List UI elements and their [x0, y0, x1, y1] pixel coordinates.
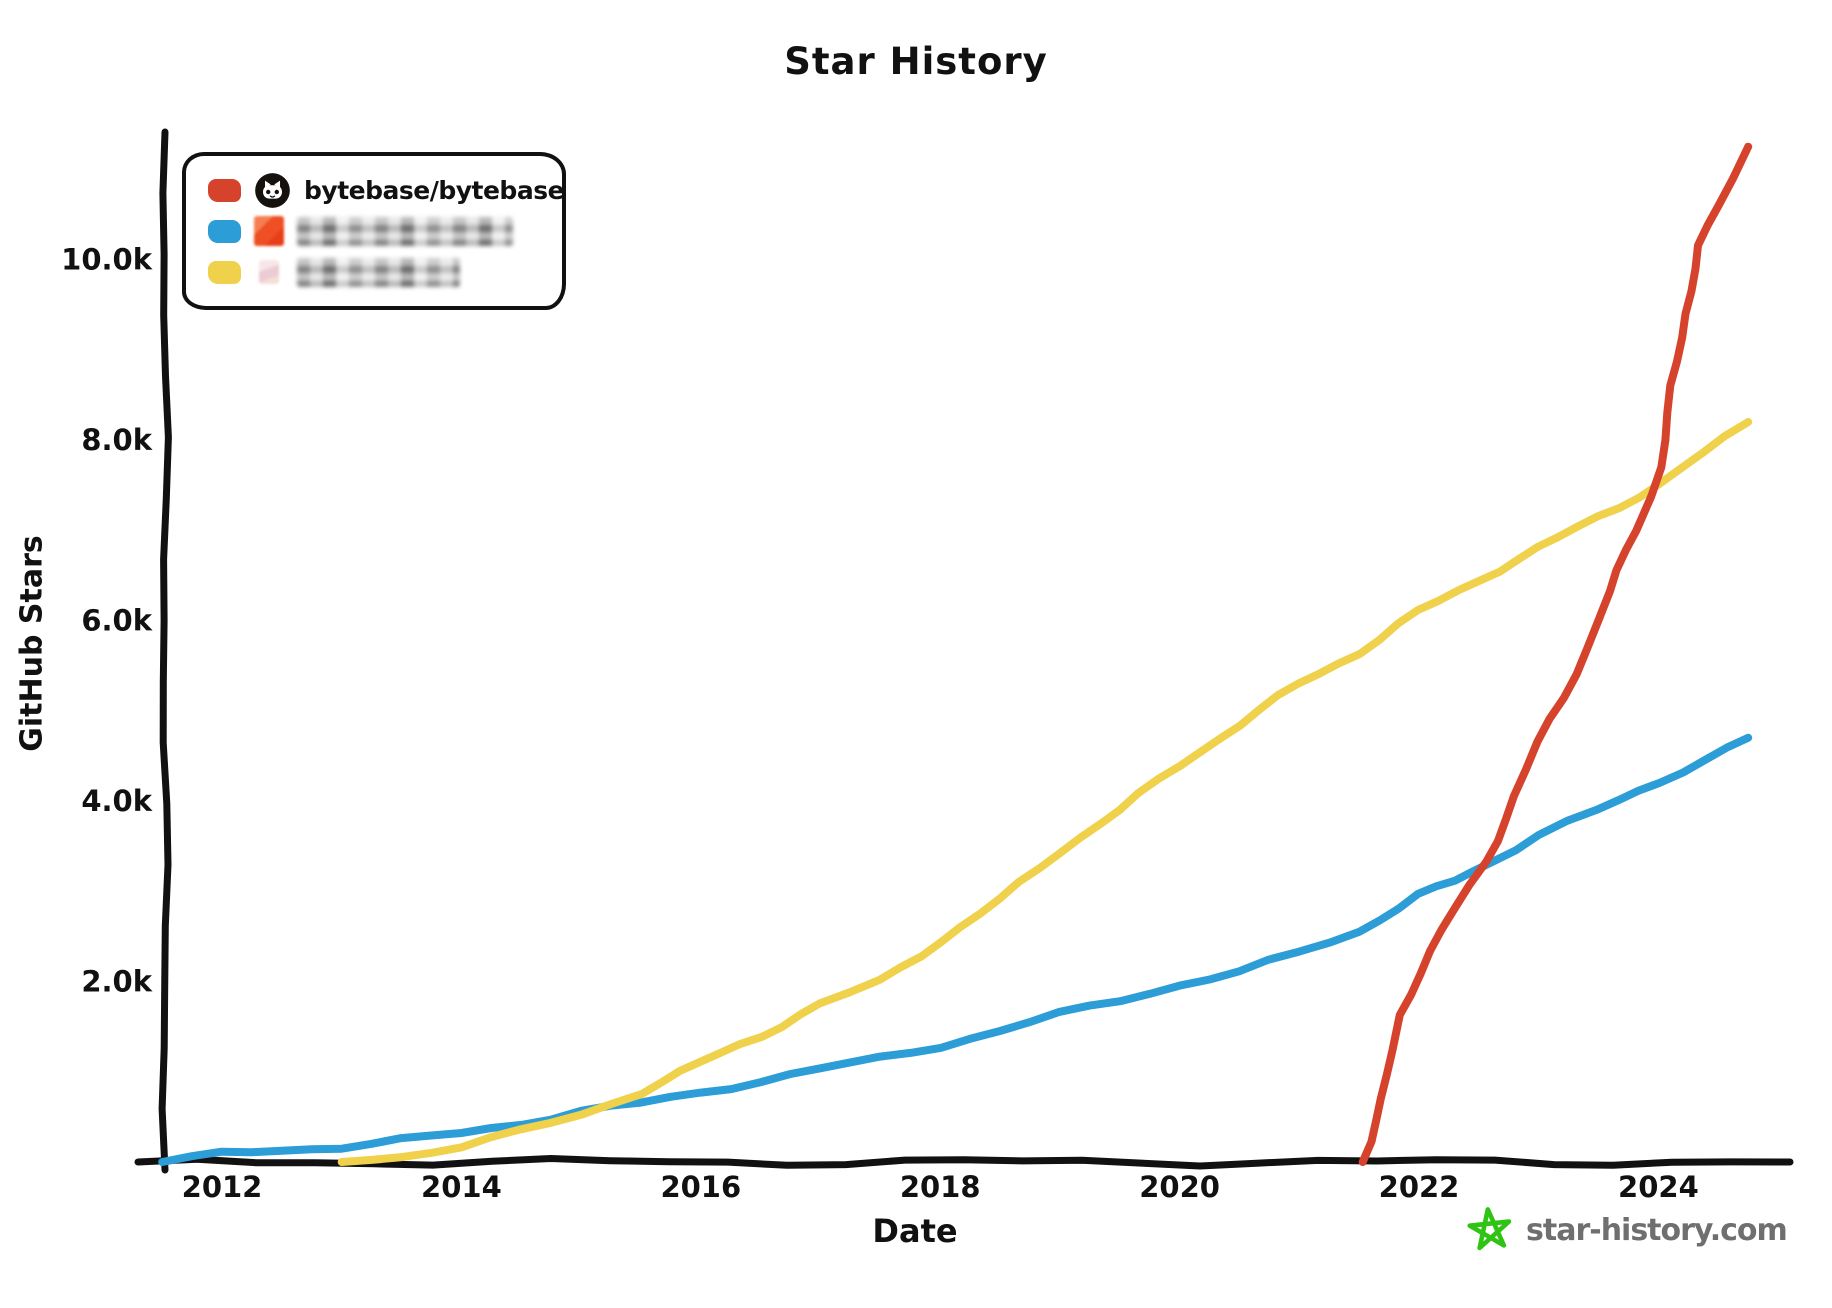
blurred-repo-logo-orange [254, 216, 284, 246]
blurred-repo-name [297, 216, 513, 246]
series-line-redacted-blue-repo [158, 733, 1753, 1166]
x-axis-title: Date [872, 1212, 958, 1250]
x-tick-label: 2014 [421, 1170, 502, 1204]
watermark: star-history.com [1467, 1206, 1788, 1254]
series-color-swatch-blue [208, 219, 241, 243]
legend-box: bytebase/bytebase [182, 152, 566, 310]
green-star-icon [1467, 1207, 1512, 1251]
legend-entry-redacted-yellow [208, 252, 562, 292]
x-tick-label: 2018 [900, 1170, 981, 1204]
x-tick-label: 2024 [1618, 1170, 1699, 1204]
x-tick-label: 2020 [1139, 1170, 1220, 1204]
series-color-swatch-red [208, 178, 241, 202]
x-tick-label: 2012 [182, 1170, 263, 1204]
legend-label-bytebase: bytebase/bytebase [304, 175, 565, 205]
blurred-repo-logo-pink [259, 260, 279, 284]
blurred-repo-name [297, 257, 460, 287]
series-line-bytebase-bytebase [1358, 142, 1753, 1166]
legend-entry-bytebase: bytebase/bytebase [208, 170, 565, 210]
series-line-redacted-yellow-repo [337, 418, 1753, 1166]
chart-title: Star History [784, 40, 1048, 83]
watermark-text: star-history.com [1526, 1212, 1788, 1248]
series-color-swatch-yellow [208, 260, 241, 284]
y-axis-title: GitHub Stars [14, 535, 50, 752]
y-tick-label: 8.0k [81, 423, 152, 457]
x-tick-label: 2022 [1379, 1170, 1460, 1204]
y-axis-line [158, 128, 172, 1174]
legend-entry-redacted-blue [208, 211, 562, 251]
x-tick-label: 2016 [660, 1170, 741, 1204]
y-tick-label: 6.0k [81, 604, 152, 638]
y-tick-label: 10.0k [61, 243, 153, 277]
x-axis-line [134, 1155, 1794, 1170]
github-octocat-icon [255, 172, 290, 208]
y-tick-label: 2.0k [81, 965, 152, 999]
y-tick-label: 4.0k [81, 784, 152, 818]
